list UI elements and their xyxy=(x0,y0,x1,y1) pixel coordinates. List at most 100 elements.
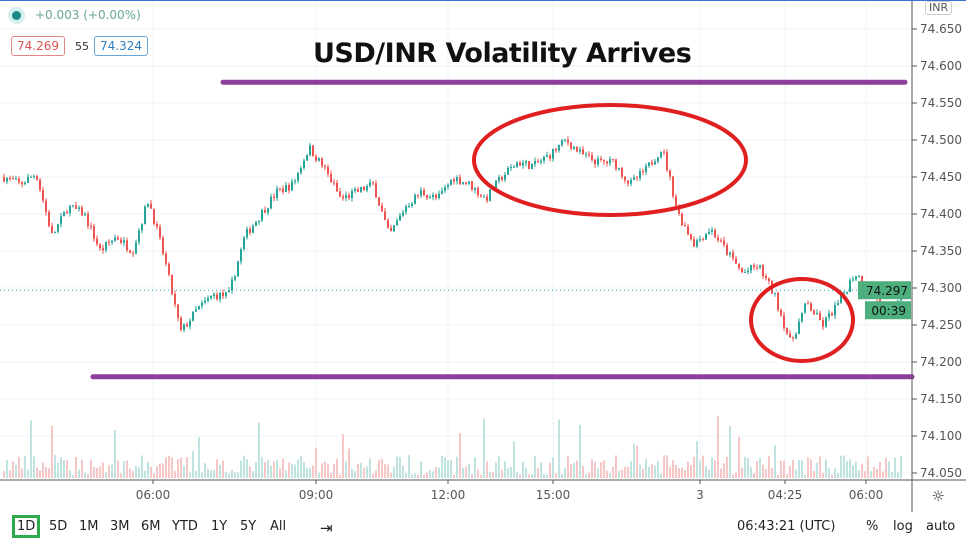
candle xyxy=(348,195,350,199)
clock[interactable]: 06:43:21 (UTC) xyxy=(737,519,836,534)
candle xyxy=(12,178,14,180)
volume-bar xyxy=(810,459,812,478)
volume-bar xyxy=(501,469,503,478)
candle xyxy=(342,196,344,199)
candle xyxy=(825,317,827,327)
candle xyxy=(831,313,833,316)
volume-bar xyxy=(486,461,488,478)
volume-bar xyxy=(498,456,500,478)
range-5y[interactable]: 5Y xyxy=(240,519,257,534)
candle xyxy=(810,303,812,311)
candle xyxy=(120,239,122,243)
candle xyxy=(300,168,302,173)
auto-toggle[interactable]: auto xyxy=(926,519,956,534)
range-1d[interactable]: 1D xyxy=(12,515,41,538)
candle xyxy=(378,197,380,206)
candle xyxy=(780,309,782,316)
range-6m[interactable]: 6M xyxy=(141,519,161,534)
candle xyxy=(540,160,542,163)
y-tick-label: 74.350 xyxy=(920,244,962,258)
countdown-label: 00:39 xyxy=(871,304,906,318)
volume-bar xyxy=(753,473,755,478)
range-ytd[interactable]: YTD xyxy=(172,519,198,534)
candle xyxy=(273,196,275,199)
candle xyxy=(150,203,152,209)
volume-bar xyxy=(711,457,713,478)
volume-bar xyxy=(792,459,794,478)
candle xyxy=(222,292,224,297)
volume-bar xyxy=(642,468,644,478)
volume-bar xyxy=(222,460,224,478)
volume-bar xyxy=(84,472,86,478)
candle xyxy=(801,312,803,322)
candle xyxy=(558,144,560,151)
volume-bar xyxy=(126,460,128,478)
volume-bar xyxy=(399,457,401,478)
log-toggle[interactable]: log xyxy=(893,519,913,534)
candle xyxy=(612,158,614,160)
volume-bar xyxy=(606,470,608,478)
candle xyxy=(525,161,527,163)
currency-badge[interactable]: INR xyxy=(925,1,953,15)
volume-bar xyxy=(294,464,296,478)
volume-bar xyxy=(168,455,170,478)
candle xyxy=(684,225,686,227)
volume-bar xyxy=(675,465,677,478)
candle xyxy=(501,176,503,180)
candle xyxy=(753,265,755,268)
volume-bar xyxy=(720,468,722,478)
volume-bar xyxy=(366,466,368,478)
candle xyxy=(6,178,8,182)
ask-price[interactable]: 74.324 xyxy=(94,36,148,56)
bid-price[interactable]: 74.269 xyxy=(11,36,65,56)
candle xyxy=(435,194,437,199)
volume-bar xyxy=(468,463,470,478)
candle xyxy=(396,220,398,226)
candle xyxy=(267,208,269,213)
volume-bar xyxy=(315,447,317,478)
candle xyxy=(114,237,116,241)
volume-bar xyxy=(672,460,674,478)
volume-bar xyxy=(408,455,410,478)
candle xyxy=(207,297,209,301)
volume-bar xyxy=(6,459,8,478)
y-tick-label: 74.200 xyxy=(920,355,962,369)
volume-bar xyxy=(396,456,398,478)
candle xyxy=(72,205,74,207)
volume-bar xyxy=(99,466,101,478)
volume-bar xyxy=(831,474,833,478)
candle xyxy=(714,230,716,238)
range-1m[interactable]: 1M xyxy=(79,519,99,534)
volume-bar xyxy=(114,429,116,478)
volume-bar xyxy=(654,465,656,478)
annotation-title: USD/INR Volatility Arrives xyxy=(313,38,692,69)
range-5d[interactable]: 5D xyxy=(49,519,68,534)
price-chart[interactable]: 74.650 74.600 74.550 74.500 74.450 74.400 74.3… xyxy=(0,0,966,512)
volume-bar xyxy=(309,468,311,478)
goto-date-icon[interactable]: ⇥ xyxy=(320,519,333,537)
range-all[interactable]: All xyxy=(270,519,287,534)
candle xyxy=(135,242,137,254)
candle xyxy=(255,222,257,226)
volume-bar xyxy=(96,467,98,478)
candle xyxy=(783,315,785,329)
percent-toggle[interactable]: % xyxy=(866,519,879,534)
volume-bar xyxy=(678,468,680,478)
volume-bar xyxy=(636,445,638,478)
volume-bar xyxy=(687,461,689,478)
candle xyxy=(849,280,851,292)
volume-bar xyxy=(339,474,341,478)
candle xyxy=(294,180,296,182)
volume-bar xyxy=(387,464,389,478)
volume-bar xyxy=(585,474,587,478)
candle xyxy=(216,294,218,300)
range-1y[interactable]: 1Y xyxy=(211,519,228,534)
candle xyxy=(576,146,578,152)
candle xyxy=(483,196,485,198)
volume-bar xyxy=(495,462,497,478)
candle xyxy=(699,238,701,241)
volume-bar xyxy=(507,468,509,478)
candle xyxy=(651,162,653,165)
candle xyxy=(63,212,65,217)
range-3m[interactable]: 3M xyxy=(110,519,130,534)
